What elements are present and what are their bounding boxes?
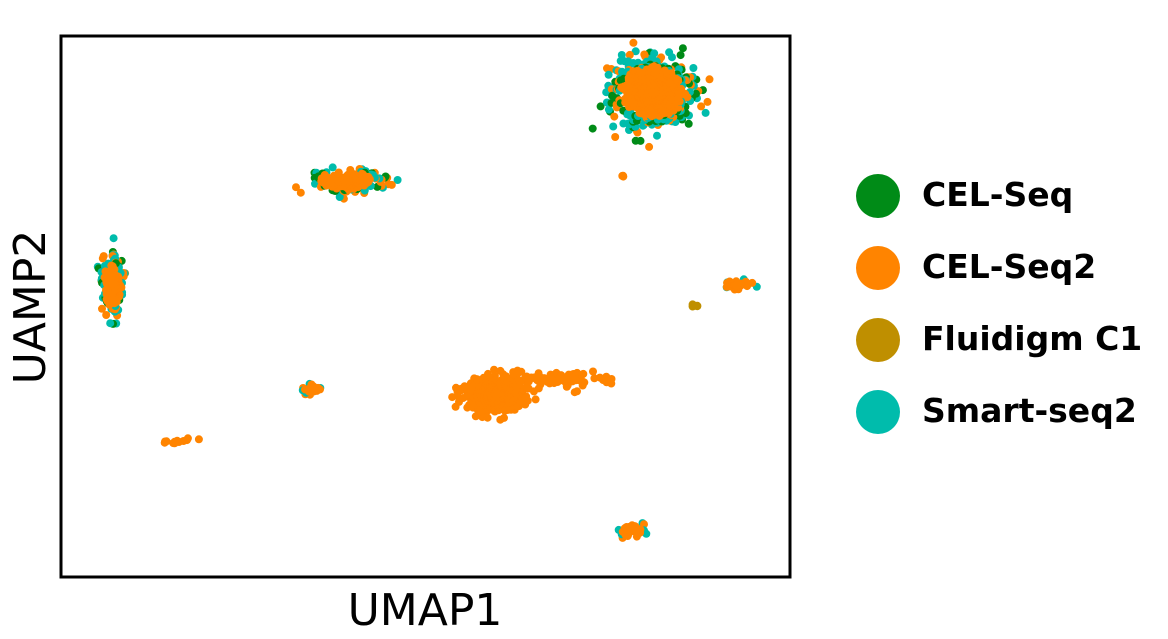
scatter-point — [732, 281, 741, 290]
scatter-point — [531, 395, 540, 404]
scatter-point — [625, 50, 634, 59]
legend-label-cel-seq: CEL-Seq — [922, 175, 1074, 214]
scatter-point — [705, 75, 714, 84]
scatter-point — [604, 70, 613, 79]
scatter-point — [296, 188, 305, 197]
scatter-point — [648, 88, 657, 96]
scatter-point — [109, 234, 118, 243]
scatter-point — [703, 97, 712, 106]
legend-item-fluidigm-c1: Fluidigm C1 — [856, 316, 1166, 388]
scatter-point — [631, 47, 640, 56]
scatter-point — [626, 526, 635, 535]
scatter-point — [162, 437, 171, 446]
legend-label-fluidigm-c1: Fluidigm C1 — [922, 319, 1143, 358]
scatter-point — [562, 375, 571, 384]
scatter-point — [108, 280, 117, 289]
scatter-point — [393, 176, 402, 184]
scatter-point — [689, 64, 698, 72]
scatter-point — [676, 51, 685, 60]
scatter-point — [343, 176, 352, 185]
legend: CEL-Seq CEL-Seq2 Fluidigm C1 Smart-seq2 — [856, 172, 1166, 460]
scatter-point — [611, 133, 620, 141]
legend-label-smart-seq2: Smart-seq2 — [922, 391, 1137, 430]
scatter-point — [573, 387, 581, 396]
scatter-point — [590, 374, 599, 383]
scatter-point — [609, 122, 618, 131]
scatter-point — [99, 252, 108, 261]
scatter-point — [306, 386, 315, 395]
scatter-point — [610, 112, 619, 121]
legend-swatch-fluidigm-c1 — [856, 318, 900, 362]
scatter-point — [684, 119, 693, 128]
scatter-point — [292, 183, 300, 192]
scatter-point — [500, 413, 508, 422]
scatter-point — [490, 365, 498, 374]
scatter-point — [619, 171, 628, 180]
scatter-point — [617, 51, 626, 59]
legend-item-smart-seq2: Smart-seq2 — [856, 388, 1166, 460]
scatter-point — [492, 391, 501, 400]
scatter-point — [636, 136, 645, 145]
scatter-point — [106, 319, 115, 328]
legend-item-cel-seq: CEL-Seq — [856, 172, 1166, 244]
scatter-point — [596, 102, 605, 111]
legend-swatch-cel-seq2 — [856, 246, 900, 290]
scatter-point — [589, 367, 597, 376]
y-axis-label: UAMP2 — [5, 230, 56, 385]
scatter-point — [691, 301, 700, 310]
legend-item-cel-seq2: CEL-Seq2 — [856, 244, 1166, 316]
scatter-point — [645, 142, 654, 151]
x-axis-label: UMAP1 — [348, 585, 503, 636]
scatter-point — [328, 163, 337, 172]
scatter-point — [678, 44, 687, 53]
scatter-point — [653, 131, 661, 140]
legend-swatch-smart-seq2 — [856, 390, 900, 434]
scatter-point — [311, 179, 319, 188]
scatter-points — [93, 38, 761, 542]
scatter-point — [697, 102, 706, 111]
plot-frame — [59, 34, 792, 579]
scatter-point — [102, 311, 111, 319]
scatter-point — [588, 124, 597, 133]
scatter-point — [170, 437, 179, 446]
scatter-point — [629, 38, 638, 47]
scatter-point — [701, 108, 710, 117]
scatter-point — [668, 53, 676, 62]
scatter-point — [98, 304, 106, 313]
legend-label-cel-seq2: CEL-Seq2 — [922, 247, 1097, 286]
scatter-point — [540, 374, 549, 383]
scatter-point — [194, 435, 203, 444]
legend-swatch-cel-seq — [856, 174, 900, 218]
scatter-point — [604, 105, 613, 114]
